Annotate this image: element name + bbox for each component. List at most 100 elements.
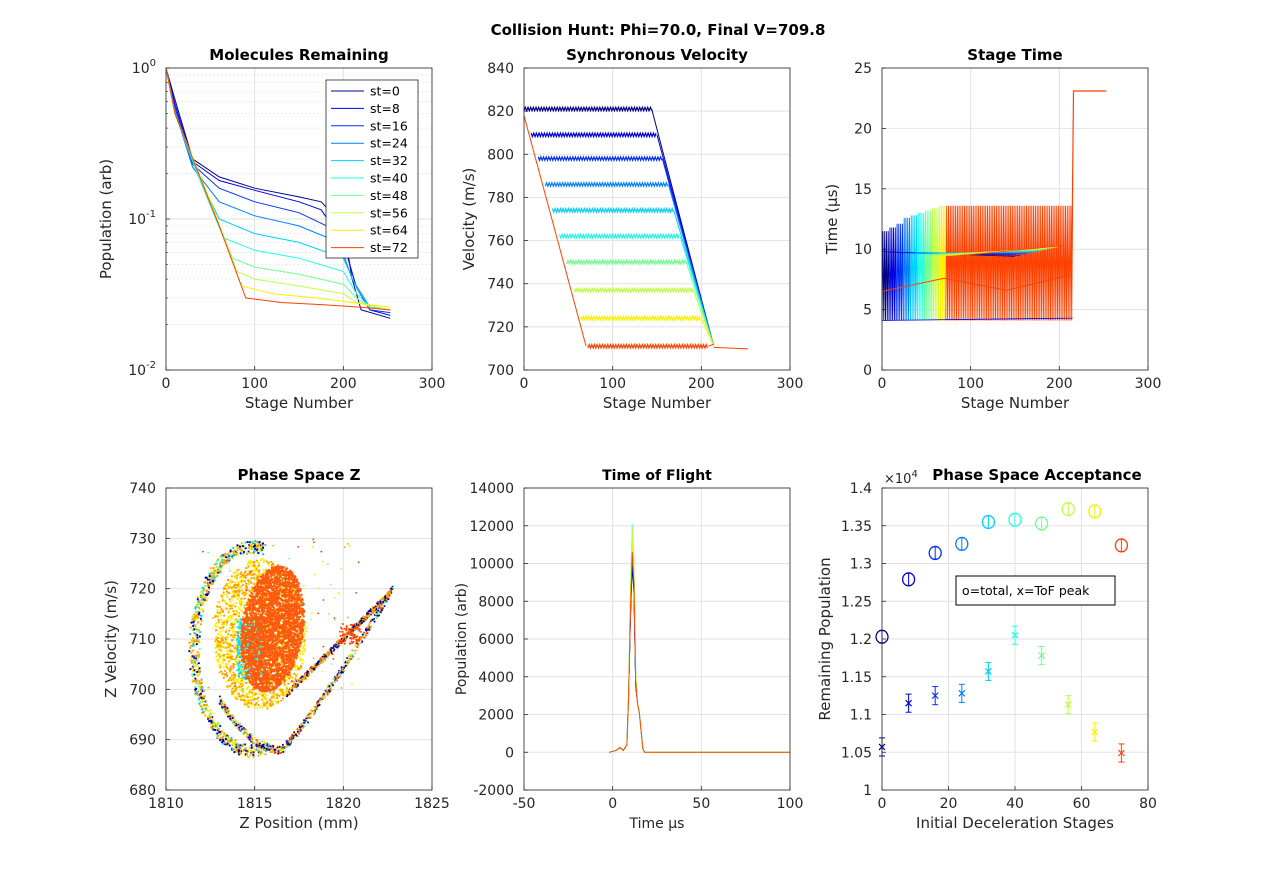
phase-point: [190, 659, 193, 662]
phase-point: [196, 651, 199, 654]
phase-point: [303, 639, 306, 642]
phase-point: [328, 689, 331, 692]
y-tick-label: 700: [129, 682, 156, 698]
phase-point: [203, 597, 206, 600]
phase-point: [234, 741, 237, 745]
phase-point: [201, 610, 205, 613]
phase-point: [226, 596, 229, 599]
phase-point: [195, 658, 198, 662]
phase-point: [210, 719, 213, 723]
phase-point: [257, 551, 260, 555]
phase-point: [377, 614, 380, 617]
phase-point: [218, 665, 221, 668]
phase-point: [382, 600, 385, 603]
phase-point: [235, 639, 239, 642]
y-axis-label: Time (μs): [823, 184, 841, 256]
phase-point: [218, 730, 221, 734]
phase-point: [252, 741, 255, 744]
phase-point: [236, 547, 239, 550]
phase-point: [249, 573, 252, 576]
phase-point: [254, 574, 257, 577]
phase-point: [229, 550, 232, 553]
phase-point: [216, 625, 220, 628]
phase-point: [224, 553, 227, 556]
phase-point: [228, 585, 232, 588]
phase-point: [223, 732, 226, 735]
legend-label: st=8: [370, 101, 400, 116]
phase-point: [201, 607, 204, 611]
phase-point: [208, 572, 211, 575]
phase-point: [212, 719, 215, 723]
axes-frame: [523, 67, 791, 371]
phase-point: [260, 544, 264, 547]
phase-point: [221, 629, 224, 632]
phase-point: [298, 726, 301, 729]
phase-point: [325, 690, 328, 693]
phase-point: [201, 600, 204, 603]
phase-point: [220, 703, 223, 706]
phase-point: [202, 686, 205, 689]
phase-point: [292, 682, 296, 685]
phase-point: [191, 675, 194, 678]
phase-point: [366, 632, 369, 635]
phase-point: [253, 703, 257, 706]
phase-point: [217, 566, 220, 569]
phase-point: [220, 623, 223, 626]
phase-point: [193, 679, 196, 682]
phase-point: [194, 632, 198, 636]
phase-point: [277, 752, 280, 755]
phase-point: [274, 699, 277, 703]
phase-point: [225, 736, 229, 739]
phase-point: [223, 669, 227, 673]
phase-point: [280, 699, 283, 702]
phase-point: [228, 629, 231, 632]
phase-point: [218, 695, 221, 698]
phase-point: [261, 542, 265, 545]
phase-point: [297, 729, 300, 732]
phase-point: [259, 750, 262, 754]
phase-point: [259, 550, 262, 553]
phase-point: [228, 592, 231, 595]
phase-point: [256, 546, 259, 549]
phase-point: [260, 705, 263, 708]
phase-point: [328, 690, 331, 693]
phase-point: [217, 568, 220, 572]
phase-point: [244, 695, 247, 698]
phase-point: [377, 609, 380, 612]
phase-point: [264, 743, 267, 746]
phase-point: [250, 577, 253, 580]
panel-title: Stage Time: [967, 46, 1062, 64]
series-line-st=72: [165, 67, 391, 311]
phase-point: [247, 579, 250, 582]
legend-label: st=32: [370, 153, 408, 168]
phase-point: [237, 615, 241, 618]
phase-point: [219, 555, 222, 558]
phase-point: [338, 644, 341, 647]
phase-point: [245, 753, 249, 756]
phase-point: [360, 619, 363, 622]
phase-point: [251, 688, 254, 691]
phase-point: [223, 600, 226, 603]
phase-point: [198, 702, 201, 705]
phase-point: [256, 699, 260, 703]
phase-point: [231, 591, 234, 594]
phase-point: [298, 732, 301, 735]
phase-point: [236, 551, 239, 554]
phase-point: [237, 695, 241, 698]
phase-point: [280, 693, 283, 697]
phase-point: [211, 582, 214, 585]
phase-point: [209, 583, 212, 586]
phase-point: [236, 620, 239, 623]
phase-point: [232, 663, 235, 666]
phase-point: [363, 636, 366, 639]
phase-point: [293, 735, 296, 738]
phase-point: [214, 575, 217, 578]
phase-point: [229, 605, 232, 608]
phase-point: [235, 687, 238, 691]
phase-point: [261, 745, 264, 748]
y-tick-label: 720: [487, 320, 514, 336]
phase-point: [191, 618, 194, 621]
phase-point: [230, 599, 233, 602]
phase-point: [242, 749, 245, 752]
phase-point: [319, 656, 322, 659]
